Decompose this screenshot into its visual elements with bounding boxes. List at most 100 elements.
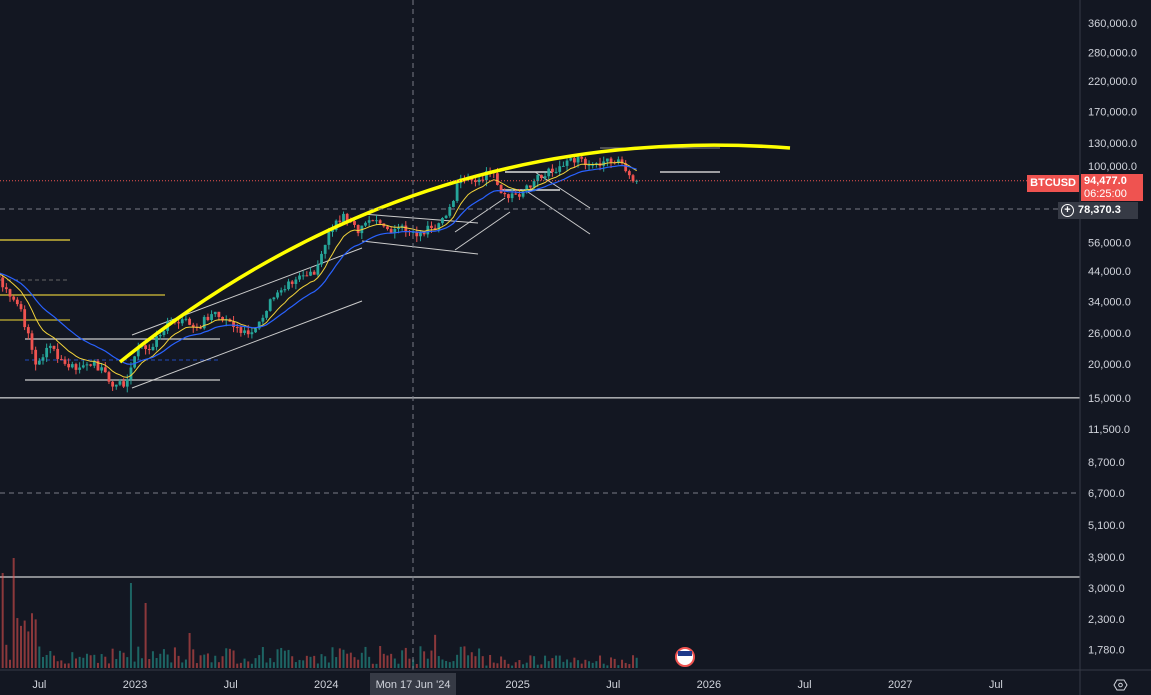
volume-bar [368,656,371,668]
candle-body [8,289,12,297]
candle-body [301,275,305,277]
volume-bar [397,663,400,668]
volume-bar [525,662,528,668]
candle-body [1,277,5,288]
volume-bar [478,648,481,668]
trend-drawings[interactable] [0,147,720,389]
candle-body [550,168,554,173]
volume-bar [111,648,114,668]
volume-bar [547,661,550,668]
price-tick-label: 3,000.0 [1088,583,1125,595]
ema-fast-line [0,161,637,378]
crosshair-price-value: 78,370.3 [1078,204,1121,216]
volume-bar [225,648,228,668]
volume-bar [621,659,624,668]
candle-body [37,360,41,365]
candle-body [232,321,235,328]
candle-body [30,333,34,350]
volume-bar [52,655,55,668]
candle-body [206,316,210,320]
candle-body [12,296,16,300]
candle-body [411,231,415,233]
volume-bar [327,662,330,668]
volume-bar [492,662,495,668]
volume-bar [217,662,220,668]
volume-bar [184,659,187,668]
volume-bar [371,663,374,668]
candle-body [342,213,345,222]
volume-bar [181,662,184,668]
candle-body [114,384,118,387]
volume-bar [577,660,580,668]
price-tick-label: 2,300.0 [1088,614,1125,626]
volume-bar [569,662,572,668]
price-tick-label: 44,000.0 [1088,266,1131,278]
candle-body [283,289,287,291]
volume-bar [313,655,316,668]
candle-body [320,253,323,265]
volume-bar [258,655,261,668]
volume-bar [364,646,367,668]
price-tick-label: 15,000.0 [1088,393,1131,405]
volume-bar [536,664,539,668]
volume-bar [613,658,616,668]
volume-bar [129,583,132,668]
add-alert-plus-icon[interactable]: + [1061,203,1074,217]
volume-bar [155,657,158,668]
candle-body [103,367,107,373]
volume-bar [624,662,627,668]
volume-bar [177,655,180,668]
volume-bar [408,658,411,668]
candle-body [627,171,631,176]
volume-bar [82,657,85,668]
volume-bar [415,663,418,668]
volume-bar [104,656,107,668]
volume-bar [423,651,426,668]
volume-bar [148,659,151,668]
volume-bar [331,647,334,668]
price-axis[interactable]: 360,000.0 280,000.0 220,000.0 170,000.0 130,… [1088,18,1137,657]
price-tick-label: 6,700.0 [1088,488,1125,500]
volume-bar [514,662,517,668]
candle-body [404,225,408,231]
volume-bar [71,652,74,668]
candle-body [624,163,628,172]
volume-bar [533,656,536,668]
volume-bar [599,655,602,668]
candle-body [217,311,221,317]
volume-bar [302,660,305,668]
auto-scale-icon[interactable] [1113,679,1128,691]
volume-bar [551,658,554,668]
current-price-tag: 94,477.0 06:25:00 [1081,174,1143,201]
volume-bar [89,655,92,668]
candle-body [81,365,85,368]
candle-body [34,349,38,365]
volume-bar [56,661,59,668]
candle-body [100,367,104,371]
candle-body [268,299,272,311]
volume-bar [305,655,308,668]
price-tick-label: 280,000.0 [1088,48,1137,60]
volume-bar [280,647,283,668]
candle-body [565,160,569,166]
volume-bar [324,656,327,668]
volume-bar [390,653,393,668]
candle-body [144,345,148,349]
candle-body [327,231,331,245]
time-tick-label: Jul [32,679,46,691]
time-axis[interactable]: Jul 2023 Jul 2024 2025 Jul 2026 Jul 2027 Jul [32,679,1003,691]
volume-bar [236,663,239,668]
us-flag-event-icon[interactable] [675,647,695,667]
volume-bar [580,663,583,668]
volume-bar [214,655,217,668]
volume-bar [239,662,242,668]
candle-body [591,164,595,166]
volume-bar [41,656,44,668]
candle-body [576,156,580,163]
candle-body [448,206,452,216]
volume-bar [162,649,165,668]
candle-body [254,328,257,333]
candle-body [572,158,576,163]
parabolic-arc-drawing[interactable] [118,143,791,364]
